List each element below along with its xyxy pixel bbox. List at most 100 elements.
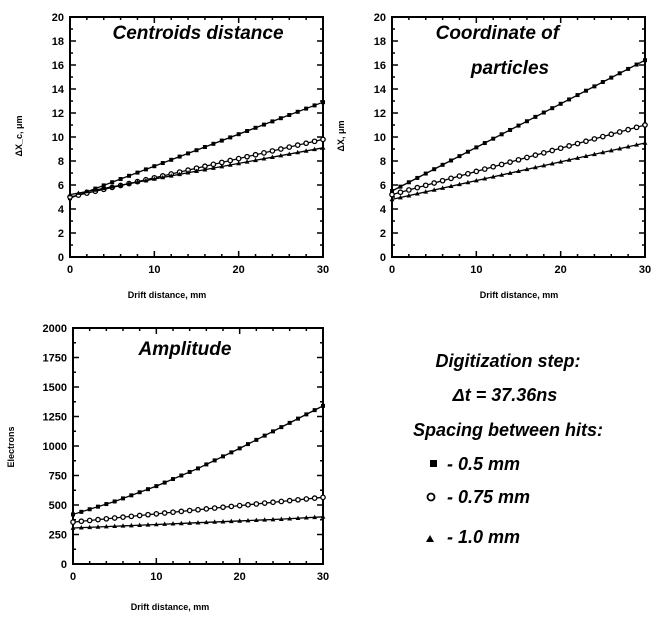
y-tick-label: 14 [52, 84, 65, 96]
data-point [481, 166, 488, 172]
data-point [448, 175, 454, 182]
data-point [245, 129, 250, 133]
legend-heading-spacing: Spacing between hits: [413, 420, 603, 440]
data-point [253, 517, 259, 523]
data-point [643, 58, 647, 63]
data-point [153, 521, 159, 527]
x-tick-label: 10 [148, 264, 160, 276]
y-tick-label: 4 [58, 204, 65, 216]
data-point [246, 442, 250, 447]
data-point [178, 520, 184, 526]
data-point [294, 142, 301, 149]
data-point [583, 138, 589, 145]
data-point [70, 519, 76, 525]
data-point [92, 187, 98, 192]
data-point [575, 155, 580, 160]
data-point [633, 124, 640, 131]
data-point [303, 140, 309, 147]
data-point [210, 165, 216, 170]
data-point [270, 499, 276, 506]
data-point [194, 148, 199, 153]
data-point [296, 416, 300, 421]
data-point [254, 437, 259, 442]
legend-item-0-75mm: - 0.75 mm [426, 487, 530, 507]
data-point [71, 512, 75, 517]
data-point [499, 132, 504, 137]
y-tick-label: 20 [374, 12, 386, 24]
data-point [168, 173, 174, 178]
legend-time-step: Δt = 37.36ns [452, 385, 558, 405]
data-point [245, 501, 251, 508]
data-point [465, 149, 470, 154]
y-tick-label: 8 [58, 156, 64, 168]
data-point [136, 512, 143, 519]
data-point [423, 171, 428, 176]
data-point [269, 148, 276, 154]
data-point [202, 145, 207, 149]
x-axis-title: Drift distance, mm [131, 602, 210, 612]
data-point [262, 517, 268, 522]
data-point [110, 180, 115, 185]
x-tick-label: 20 [233, 264, 245, 276]
data-point [490, 163, 497, 170]
data-point [474, 145, 479, 150]
data-point [262, 433, 267, 438]
data-point [253, 125, 258, 130]
data-point [304, 412, 309, 417]
data-point [161, 510, 168, 516]
y-tick-label: 16 [374, 60, 386, 72]
data-point [86, 517, 93, 524]
series-line [72, 405, 324, 516]
data-point [126, 181, 132, 186]
data-point [170, 521, 176, 526]
data-point [211, 141, 216, 146]
plot-frame [72, 327, 324, 565]
data-point [270, 119, 275, 124]
data-point [118, 177, 123, 181]
data-point [109, 184, 115, 189]
data-point [457, 181, 462, 187]
data-point [151, 176, 157, 181]
data-point [129, 493, 134, 498]
data-point [634, 62, 639, 67]
y-tick-label: 1750 [43, 353, 67, 365]
data-point [389, 191, 395, 198]
data-point [104, 502, 109, 507]
data-point [279, 425, 284, 430]
data-point [271, 429, 275, 434]
data-point [179, 473, 184, 478]
data-point [286, 151, 292, 156]
data-point [406, 187, 412, 193]
data-point [87, 524, 93, 530]
data-point [212, 458, 217, 463]
data-point [78, 518, 85, 525]
y-tick-label: 0 [380, 252, 386, 264]
data-point [431, 180, 438, 186]
data-point [203, 519, 209, 525]
data-point [432, 167, 437, 172]
series-square [68, 100, 325, 201]
data-point [153, 510, 160, 517]
data-point [617, 71, 622, 76]
data-point [625, 144, 631, 149]
data-point [221, 454, 225, 459]
panel-title-line-1: Coordinate of [436, 23, 561, 44]
x-tick-label: 30 [317, 264, 329, 276]
data-point [617, 146, 623, 151]
data-point [121, 496, 125, 501]
y-axis-title: Electrons [6, 426, 16, 467]
data-point [135, 170, 140, 175]
data-point [261, 149, 267, 156]
data-point [143, 177, 149, 183]
data-point [101, 183, 106, 188]
x-axis-title: Drift distance, mm [480, 290, 559, 300]
square-marker-icon [430, 460, 437, 467]
data-point [237, 518, 243, 523]
data-point [312, 103, 317, 108]
data-point [524, 119, 529, 124]
data-point [227, 157, 234, 164]
data-point [128, 522, 134, 528]
series-square [71, 403, 325, 517]
data-point [195, 520, 201, 525]
series-triangle [67, 145, 326, 197]
